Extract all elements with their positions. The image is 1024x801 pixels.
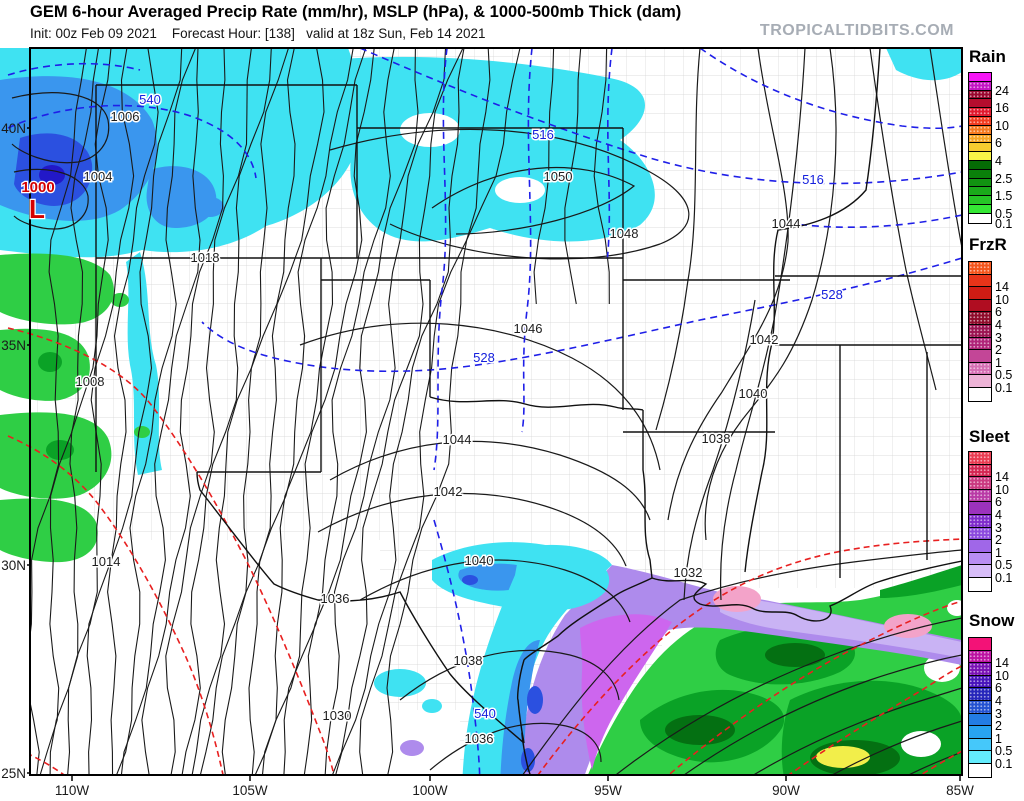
isobar-line: [119, 48, 201, 775]
isobar-line: [66, 48, 135, 775]
isobar-line: [359, 48, 491, 775]
isobar-line: [248, 48, 354, 775]
thickness-contour-label: 528: [473, 350, 495, 365]
pressure-contour-label: 1044: [772, 216, 801, 231]
isobar-line: [324, 48, 447, 775]
pressure-contour-label: 1038: [702, 431, 731, 446]
page-title: GEM 6-hour Averaged Precip Rate (mm/hr),…: [30, 3, 682, 21]
watermark: TROPICALTIDBITS.COM: [759, 22, 954, 39]
isobar-line: [261, 48, 375, 775]
isobar-line: [533, 48, 555, 305]
isobar-line: [180, 48, 272, 775]
thickness-contour-label: 516: [532, 127, 554, 142]
lat-axis-label: 30N: [1, 558, 26, 573]
lat-axis-label: 40N: [1, 121, 26, 136]
pressure-contour-label: 1008: [76, 374, 105, 389]
isobar-line: [36, 48, 100, 775]
lon-axis-label: 110W: [55, 783, 90, 798]
low-pressure-letter: L: [29, 194, 45, 224]
pressure-contour-label: 1042: [434, 484, 463, 499]
pressure-contour-label: 1050: [544, 169, 573, 184]
isobar-line: [385, 48, 521, 775]
isobar-line: [328, 48, 464, 775]
lat-axis-label: 25N: [1, 766, 26, 781]
lon-axis-label: 85W: [946, 783, 974, 798]
isobar-line: [197, 48, 296, 775]
lat-axis-label: 35N: [1, 338, 26, 353]
isobar-line: [112, 48, 197, 775]
pressure-contour-label: 1036: [321, 591, 350, 606]
pressure-contour-label: 1018: [191, 250, 220, 265]
thickness-contour-label: 516: [802, 172, 824, 187]
lon-axis-label: 95W: [594, 783, 622, 798]
pressure-contour-label: 1038: [454, 653, 483, 668]
isobar-line: [221, 48, 325, 775]
pressure-contour-label: 1040: [739, 386, 768, 401]
thickness-contours-blue: [7, 48, 962, 775]
lon-axis-label: 90W: [772, 783, 800, 798]
pressure-contour-label: 1048: [610, 226, 639, 241]
isobar-line: [593, 48, 610, 305]
thickness-contour-label: 540: [139, 92, 161, 107]
isobar-line: [189, 48, 290, 775]
isobar-line: [165, 48, 252, 775]
isobar-line: [107, 48, 183, 775]
isobar-line: [250, 48, 367, 775]
isobar-line: [86, 48, 159, 775]
lon-axis-label: 100W: [412, 783, 448, 798]
thickness-contour-label: 528: [821, 287, 843, 302]
isobar-line: [141, 48, 226, 775]
axis-labels: 40N 35N 30N 25N 110W 105W 100W 95W 90W 85W: [1, 121, 974, 798]
thickness-contour-label: 540: [474, 706, 496, 721]
pressure-contour-label: 1032: [674, 565, 703, 580]
isobar-line: [332, 48, 465, 775]
pressure-contour-label: 1014: [92, 554, 121, 569]
isobar-line: [282, 48, 395, 775]
low-pressure-value: 1000: [21, 179, 54, 196]
state-borders: [95, 48, 962, 775]
pressure-contour-label: 1036: [465, 731, 494, 746]
pressure-contour-label: 1006: [111, 109, 140, 124]
pressure-contour-label: 1030: [323, 708, 352, 723]
pressure-contour-label: 1046: [514, 321, 543, 336]
thickness-contours-red: [7, 327, 962, 775]
isobar-contours: [11, 48, 962, 775]
init-valid-line: Init: 00z Feb 09 2021 Forecast Hour: [13…: [30, 26, 486, 41]
pressure-contour-label: 1040: [465, 553, 494, 568]
lon-axis-label: 105W: [232, 783, 268, 798]
contour-labels: 1006 1004 1018 1008 1014 1036 1030 1050 1048 1046…: [74, 91, 844, 748]
isobar-line: [302, 48, 419, 775]
map-frame: [29, 47, 963, 776]
isobar-line: [564, 48, 582, 305]
pressure-contour-label: 1004: [84, 169, 113, 184]
pressure-contour-label: 1042: [750, 332, 779, 347]
pressure-contour-label: 1044: [443, 432, 472, 447]
